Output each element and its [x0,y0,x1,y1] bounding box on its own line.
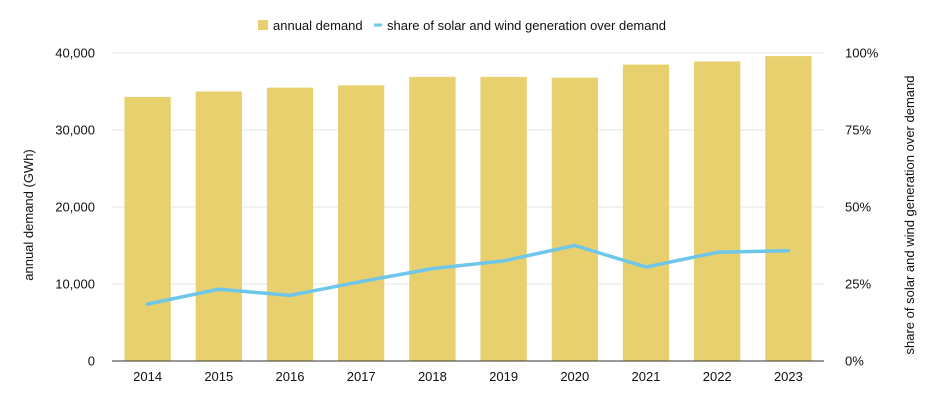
share-line-layer [145,243,791,306]
bar-annual-demand [409,76,456,362]
x-tick-label: 2016 [276,369,305,384]
bar-annual-demand [338,85,385,361]
legend-label-share: share of solar and wind generation over … [387,18,666,33]
x-tick-label: 2018 [418,369,447,384]
bar-annual-demand [266,87,314,362]
share-point [502,259,506,263]
y-axis-title: annual demand (GWh) [21,149,36,281]
bar-annual-demand [195,91,242,361]
x-tick-label: 2014 [133,369,162,384]
y2-axis-title: share of solar and wind generation over … [902,76,917,355]
legend-label-annual-demand: annual demand [273,18,363,33]
demand-bars [124,56,812,362]
y-tick-label: 10,000 [55,277,95,292]
axes: 0 0% 10,000 25% 20,000 50% 30,000 75% 40,000 100%… [55,46,878,385]
y-tick-label: 0 [88,354,95,369]
x-tick-label: 2019 [489,369,518,384]
bar-annual-demand [480,76,527,362]
share-point [644,265,648,269]
x-tick-label: 2023 [774,369,803,384]
y2-tick-label: 75% [845,123,871,138]
y2-tick-label: 50% [845,200,871,215]
share-line [145,243,791,306]
y2-tick-label: 0% [845,354,864,369]
legend: annual demand share of solar and wind ge… [258,18,666,33]
share-point [573,243,577,248]
x-tick-label: 2021 [632,369,661,384]
bar-annual-demand [124,96,171,361]
x-tick-label: 2015 [204,369,233,384]
y2-tick-label: 100% [845,46,879,61]
y-tick-label: 40,000 [55,46,95,61]
bar-annual-demand [694,61,741,361]
share-point [430,267,434,271]
x-tick-label: 2022 [703,369,732,384]
bar-annual-demand [765,56,812,362]
y2-tick-label: 25% [845,277,871,292]
share-point [146,302,150,306]
y-tick-label: 20,000 [55,200,95,215]
x-tick-label: 2017 [347,369,376,384]
x-tick-label: 2020 [560,369,589,384]
legend-swatch-annual-demand [258,20,268,30]
share-point [786,249,791,253]
share-point [715,250,719,254]
bar-annual-demand [622,64,670,362]
bar-annual-demand [551,77,598,361]
share-point [288,293,292,297]
share-point [359,279,363,284]
y-tick-label: 30,000 [55,123,95,138]
share-point [217,287,221,291]
